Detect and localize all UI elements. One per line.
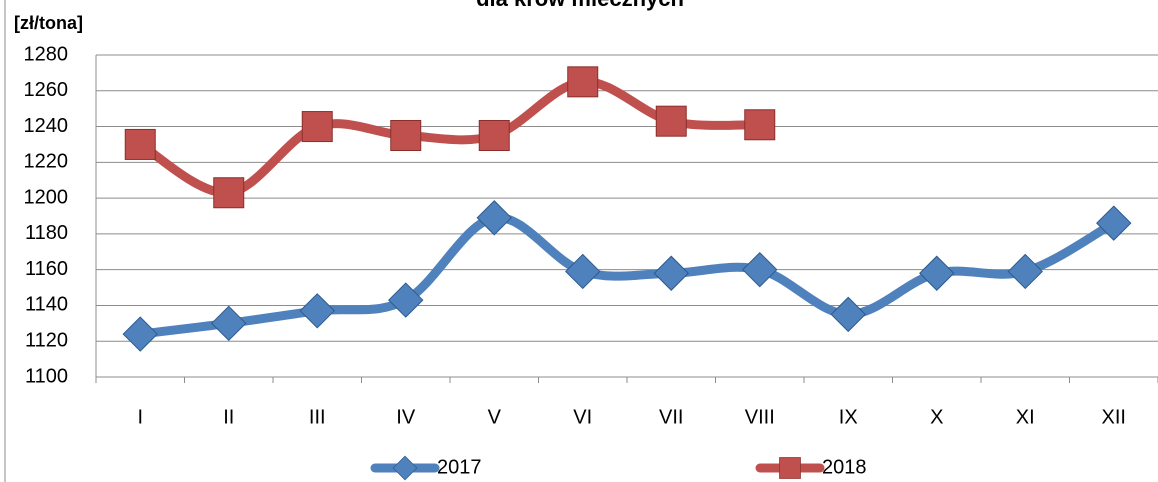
point-marker	[653, 255, 689, 291]
y-tick-label: 1200	[24, 186, 69, 208]
x-tick-label: XII	[1102, 406, 1126, 428]
legend-label: 2017	[437, 456, 482, 478]
y-tick-label: 1180	[25, 222, 68, 244]
point-marker	[124, 128, 156, 160]
x-tick-label: VII	[659, 406, 683, 428]
y-axis-label: [zł/tona]	[14, 13, 83, 33]
y-tick-label: 1240	[24, 115, 69, 137]
x-tick-label: V	[488, 406, 502, 428]
point-marker	[830, 296, 866, 333]
point-marker	[211, 305, 247, 342]
point-marker	[1096, 205, 1132, 241]
x-tick-label: VIII	[745, 406, 775, 428]
point-marker	[565, 253, 601, 290]
legend-marker	[392, 455, 418, 481]
y-tick-label: 1260	[24, 79, 69, 101]
point-marker	[655, 105, 687, 137]
legend-label: 2018	[822, 456, 867, 478]
x-tick-label: VI	[573, 406, 592, 428]
point-marker	[301, 111, 333, 143]
y-tick-label: 1100	[25, 365, 68, 387]
x-tick-label: I	[137, 406, 143, 428]
point-marker	[390, 120, 422, 151]
x-tick-label: II	[223, 406, 234, 428]
point-marker	[213, 177, 245, 209]
point-marker	[122, 316, 158, 352]
point-marker	[567, 66, 599, 98]
legend-marker	[779, 457, 801, 479]
y-tick-label: 1220	[24, 151, 69, 173]
x-tick-label: IX	[839, 406, 858, 428]
x-tick-label: III	[309, 406, 326, 428]
y-tick-label: 1140	[25, 294, 68, 316]
y-tick-label: 1280	[24, 43, 69, 65]
series-line	[135, 77, 765, 198]
chart-title: dla krów mlecznych	[476, 0, 684, 11]
y-tick-label: 1160	[25, 258, 68, 280]
x-tick-label: X	[930, 406, 943, 428]
point-marker	[1007, 253, 1043, 290]
point-marker	[742, 251, 778, 288]
x-tick-label: XI	[1016, 406, 1035, 428]
point-marker	[919, 255, 955, 291]
point-marker	[299, 293, 335, 329]
y-tick-label: 1120	[25, 330, 68, 352]
point-marker	[388, 282, 424, 318]
series-line	[135, 213, 1119, 339]
point-marker	[476, 200, 512, 236]
point-marker	[478, 120, 510, 151]
point-marker	[744, 109, 776, 141]
x-tick-label: IV	[396, 406, 416, 428]
